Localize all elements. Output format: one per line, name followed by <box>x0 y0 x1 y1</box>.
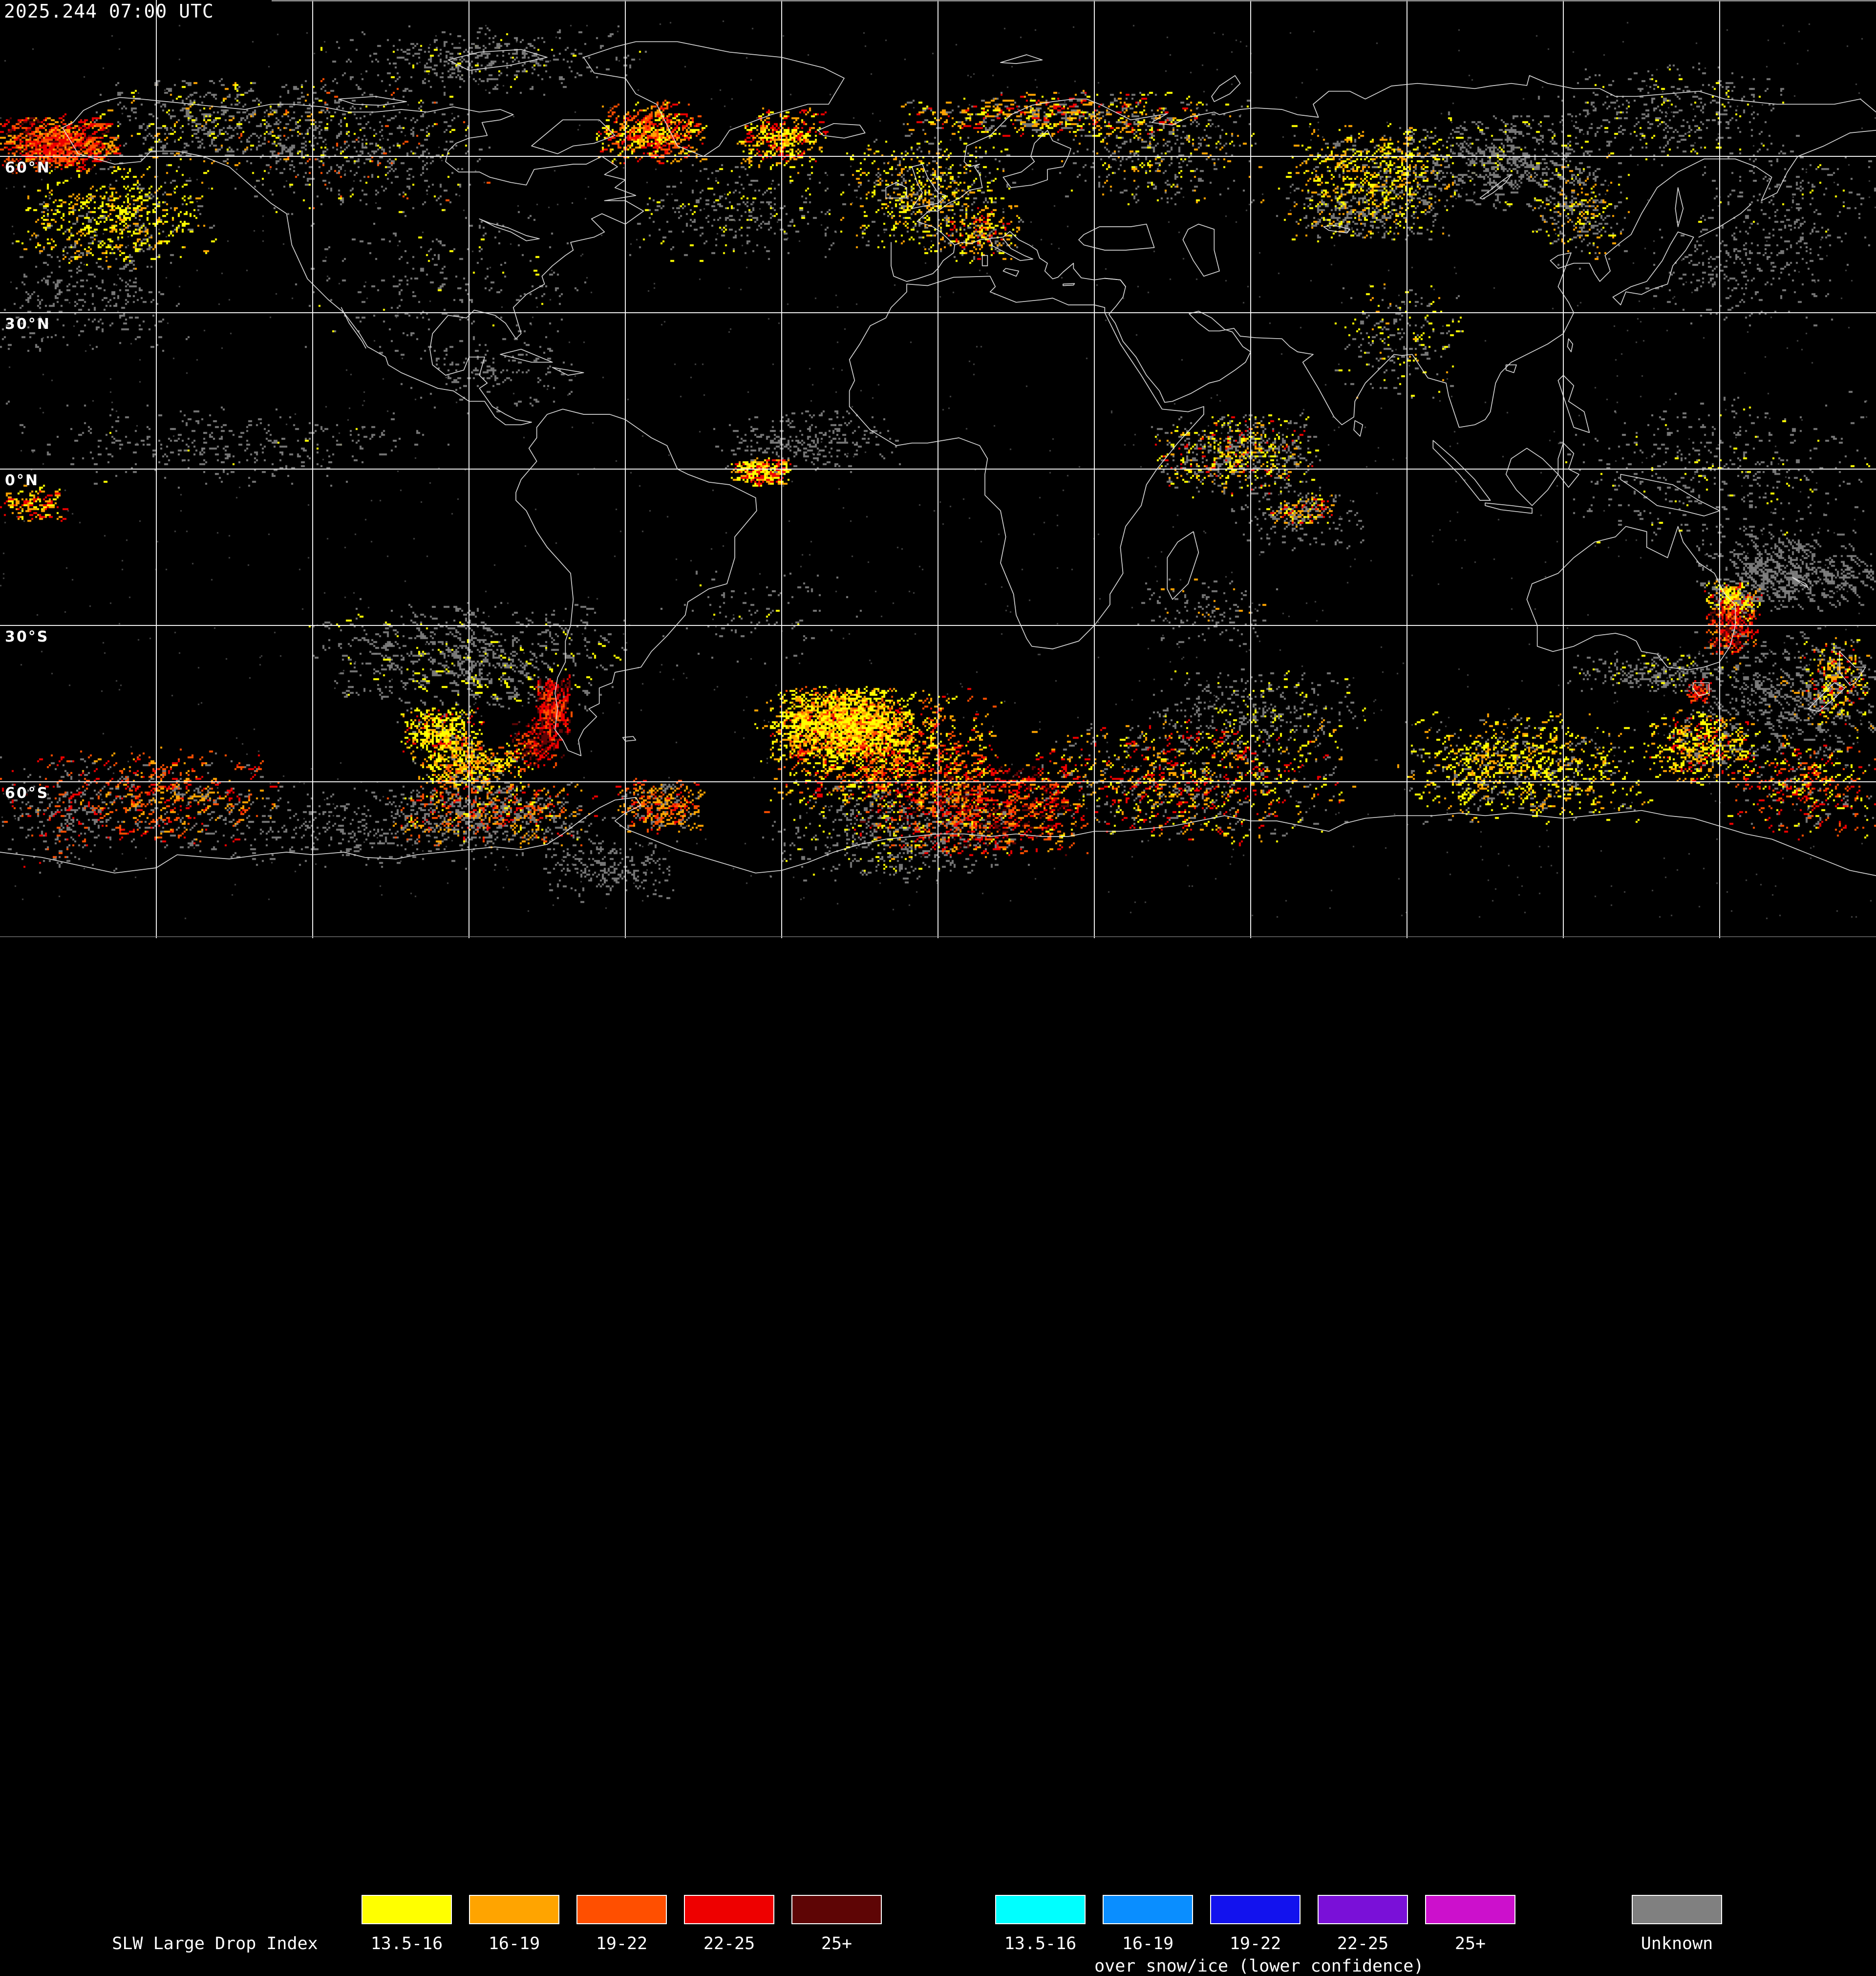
coast-new-caledonia <box>1792 578 1808 588</box>
legend-swatch-unknown-Unknown <box>1632 1895 1722 1924</box>
coast-crete <box>1063 283 1074 285</box>
coast-black-sea <box>1079 224 1154 250</box>
legend-swatch-snow-ice-25+ <box>1425 1895 1515 1924</box>
legend-swatch-label: 13.5-16 <box>1004 1934 1077 1954</box>
coast-great-lakes <box>479 219 539 241</box>
gridline-parallel <box>0 469 1876 470</box>
coast-africa <box>850 276 1204 649</box>
latitude-label: 30°S <box>5 628 49 645</box>
coast-sakhalin <box>1675 188 1683 227</box>
map-bottom-edge-line <box>0 936 1876 937</box>
coast-mediterranean-north <box>955 232 1126 287</box>
legend-swatch-label: 19-22 <box>596 1934 648 1954</box>
legend-swatch-label: 16-19 <box>1122 1934 1174 1954</box>
legend-swatch-label: 13.5-16 <box>370 1934 443 1954</box>
coast-asia-pacific <box>1105 130 1876 428</box>
coast-south-america <box>516 409 757 755</box>
coast-java <box>1485 503 1532 513</box>
legend-swatch-label: 25+ <box>821 1934 853 1954</box>
coast-nz-south <box>1808 683 1845 711</box>
coast-sulawesi <box>1558 443 1579 488</box>
legend-caption-snow-ice: over snow/ice (lower confidence) <box>1094 1956 1424 1976</box>
coast-novaya-zemlya <box>1212 76 1240 102</box>
coast-europe-arctic <box>891 76 1876 281</box>
coast-victoria-island <box>339 96 406 105</box>
coast-sumatra <box>1433 440 1490 500</box>
coast-sicily <box>1003 268 1019 276</box>
latitude-label: 60°N <box>5 159 51 176</box>
legend-swatch-snow-ice-13.5-16 <box>995 1895 1086 1924</box>
coast-sri-lanka <box>1354 421 1363 436</box>
coast-australia <box>1527 526 1735 669</box>
coast-falkland <box>623 736 636 741</box>
coastline-map <box>0 0 1876 938</box>
legend-swatch-label: 16-19 <box>488 1934 540 1954</box>
legend-bar: SLW Large Drop Index 13.5-16 16-19 19-22 22… <box>0 938 1876 1976</box>
graticule-grid <box>0 0 1876 938</box>
coast-hainan <box>1506 365 1516 373</box>
legend-swatch-liquid-13.5-16 <box>362 1895 452 1924</box>
legend-swatch-label: 22-25 <box>703 1934 755 1954</box>
gridline-parallel <box>0 312 1876 313</box>
coast-balkhash <box>1323 225 1349 233</box>
coast-baikal <box>1480 174 1511 199</box>
coast-madagascar <box>1167 532 1198 600</box>
legend-swatch-liquid-19-22 <box>576 1895 667 1924</box>
coast-baja <box>341 307 366 348</box>
coast-hispaniola <box>553 367 584 375</box>
coast-new-guinea <box>1620 474 1720 516</box>
coast-cuba <box>500 349 553 363</box>
coast-baltic <box>1003 130 1071 188</box>
map-top-edge-bar <box>272 0 1876 1</box>
coast-uk <box>912 164 946 209</box>
latitude-label: 0°N <box>5 472 39 489</box>
coast-svalbard <box>1001 55 1042 64</box>
coast-baffin <box>532 120 615 153</box>
legend-swatch-snow-ice-16-19 <box>1103 1895 1193 1924</box>
coast-borneo <box>1506 448 1558 505</box>
gridline-parallel <box>0 156 1876 157</box>
coast-nz-north <box>1839 651 1865 685</box>
gridline-parallel <box>0 781 1876 782</box>
latitude-label: 60°S <box>5 785 49 802</box>
coast-tasmania <box>1693 683 1709 696</box>
coast-ireland <box>886 182 907 198</box>
legend-swatch-snow-ice-19-22 <box>1210 1895 1300 1924</box>
coast-iceland <box>818 124 865 138</box>
legend-swatch-liquid-25+ <box>791 1895 882 1924</box>
legend-swatch-label: 25+ <box>1454 1934 1486 1954</box>
coast-ellesmere <box>448 49 547 70</box>
gridline-parallel <box>0 625 1876 626</box>
coast-caspian <box>1183 224 1219 277</box>
legend-swatch-liquid-22-25 <box>684 1895 774 1924</box>
coast-antarctica <box>0 797 1876 876</box>
latitude-label: 30°N <box>5 316 51 333</box>
coast-sardinia <box>982 256 988 266</box>
coast-kuriles <box>1699 204 1751 237</box>
legend-swatch-label: 19-22 <box>1229 1934 1281 1954</box>
coast-italy <box>990 239 1033 261</box>
coast-philippines <box>1558 375 1589 432</box>
coast-north-america <box>63 97 643 425</box>
legend-swatch-liquid-16-19 <box>469 1895 559 1924</box>
coast-japan <box>1613 232 1693 305</box>
timestamp-label: 2025.244 07:00 UTC <box>4 0 214 22</box>
legend-swatch-label: Unknown <box>1641 1934 1713 1954</box>
legend-swatch-label: 22-25 <box>1337 1934 1389 1954</box>
coast-greenland <box>584 42 844 156</box>
coast-taiwan <box>1568 339 1573 352</box>
legend-swatch-snow-ice-22-25 <box>1318 1895 1408 1924</box>
legend-title: SLW Large Drop Index <box>112 1934 318 1954</box>
